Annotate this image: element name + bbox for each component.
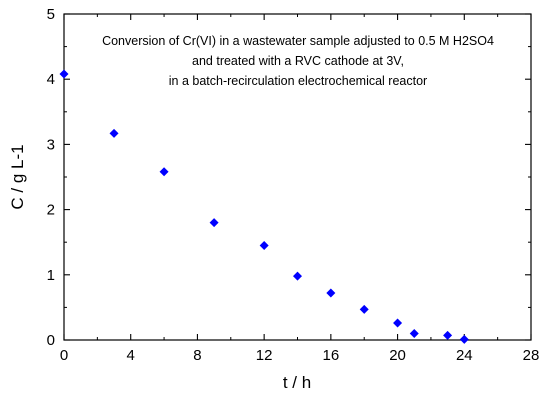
data-point xyxy=(109,128,119,138)
annotation-line-1: Conversion of Cr(VI) in a wastewater sam… xyxy=(102,34,494,48)
data-point xyxy=(293,271,302,281)
x-tick-label: 0 xyxy=(60,347,68,364)
y-tick-label: 5 xyxy=(47,6,55,23)
x-tick-label: 24 xyxy=(456,347,473,364)
axis-ticks xyxy=(63,13,532,341)
data-point xyxy=(443,330,453,340)
x-tick-label: 4 xyxy=(127,347,135,364)
data-point xyxy=(59,69,69,79)
data-point xyxy=(359,304,369,314)
annotation-line-3: in a batch-recirculation electrochemical… xyxy=(169,74,427,88)
y-axis-label: C / g L-1 xyxy=(8,144,27,209)
data-point xyxy=(393,318,403,328)
y-tick-label: 4 xyxy=(47,71,55,88)
y-tick-label: 2 xyxy=(47,202,55,219)
annotation-line-2: and treated with a RVC cathode at 3V, xyxy=(192,54,404,68)
y-tick-label: 1 xyxy=(47,267,55,284)
data-points xyxy=(59,69,469,344)
x-tick-label: 8 xyxy=(193,347,201,364)
y-tick-label: 0 xyxy=(47,332,55,349)
data-point xyxy=(326,288,336,298)
data-point xyxy=(159,167,169,177)
data-point xyxy=(409,328,419,338)
x-tick-label: 28 xyxy=(523,347,540,364)
data-point xyxy=(259,240,269,250)
x-tick-label: 20 xyxy=(389,347,406,364)
x-tick-label: 16 xyxy=(323,347,340,364)
data-point xyxy=(459,334,469,344)
y-tick-label: 3 xyxy=(47,136,55,153)
x-axis-label: t / h xyxy=(283,373,311,392)
x-tick-label: 12 xyxy=(256,347,273,364)
data-point xyxy=(209,218,219,228)
